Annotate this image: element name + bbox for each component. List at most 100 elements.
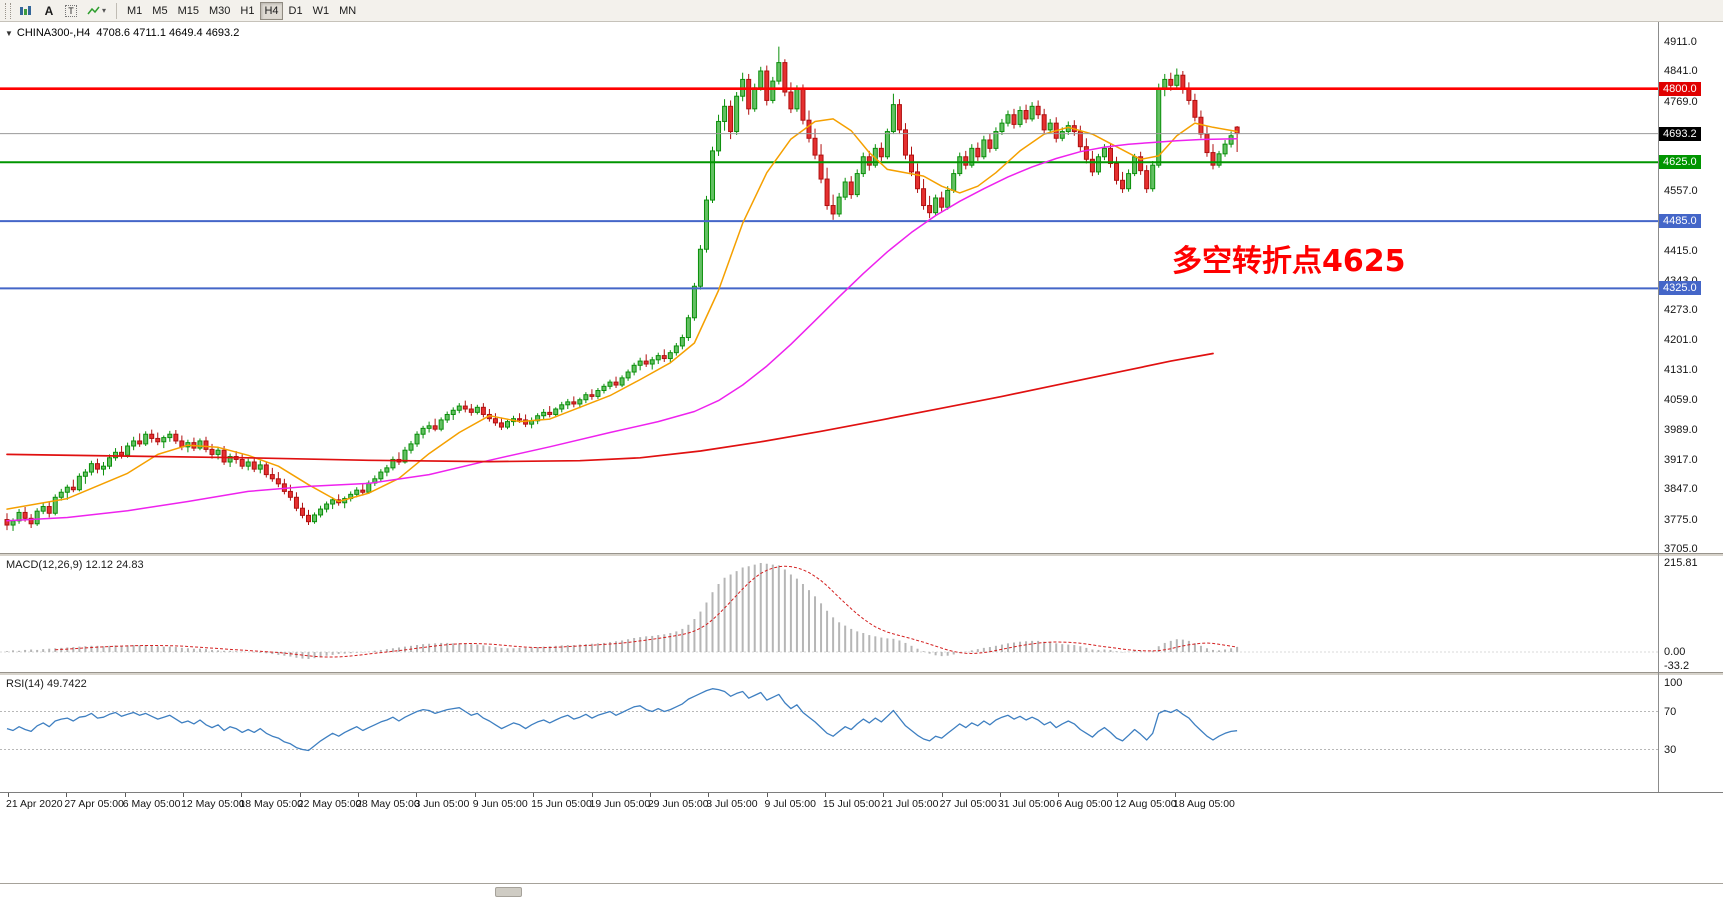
timeframe-h1[interactable]: H1	[240, 5, 255, 17]
ma-slow-red	[6, 352, 1214, 463]
candle	[716, 114, 722, 156]
timeframe-d1[interactable]: D1	[288, 5, 303, 17]
time-label: 12 Aug 05:00	[1114, 798, 1177, 810]
candle	[1174, 68, 1180, 89]
candle	[981, 135, 987, 160]
candle	[239, 454, 245, 470]
candle	[854, 169, 860, 198]
time-label: 29 Jun 05:00	[647, 798, 709, 810]
candle	[318, 505, 324, 518]
candle	[824, 167, 830, 210]
candle	[782, 59, 788, 97]
text-tool-button[interactable]: A	[39, 2, 59, 20]
candle	[710, 146, 716, 204]
candle	[722, 99, 728, 131]
macd-plot[interactable]	[0, 556, 1658, 672]
candle	[468, 403, 474, 416]
panel-splitter-macd[interactable]	[0, 553, 1723, 556]
macd-label: MACD(12,26,9) 12.12 24.83	[6, 559, 144, 571]
candle	[420, 425, 426, 439]
candle	[933, 194, 939, 216]
time-label: 18 Aug 05:00	[1173, 798, 1235, 810]
candle	[1041, 108, 1047, 135]
candle	[58, 488, 64, 501]
candle	[1192, 93, 1198, 122]
candle	[100, 461, 106, 476]
rsi-label: RSI(14) 49.7422	[6, 678, 87, 690]
price-scale[interactable]: 4911.04841.04769.04557.04415.04343.04273…	[1659, 22, 1723, 555]
time-tick	[474, 793, 476, 797]
status-grip	[495, 887, 522, 897]
candle	[655, 352, 661, 365]
price-label: 4557.0	[1664, 184, 1698, 197]
candle	[625, 369, 631, 381]
candle	[227, 453, 233, 468]
candle	[878, 142, 884, 161]
price-label: 4131.0	[1664, 363, 1698, 376]
candle	[842, 177, 848, 201]
macd-axis-label: 0.00	[1664, 646, 1686, 658]
candle	[939, 191, 945, 212]
timeframe-w1[interactable]: W1	[312, 5, 330, 17]
candle	[921, 179, 927, 210]
time-tick	[1175, 793, 1176, 797]
candle	[987, 134, 993, 153]
timeframe-m1[interactable]: M1	[127, 5, 143, 17]
candle	[1114, 156, 1120, 185]
macd-values: 12.12 24.83	[85, 559, 144, 571]
indicators-button[interactable]: ▾	[83, 2, 110, 20]
candle	[28, 514, 34, 528]
text-label-button[interactable]: T	[61, 2, 81, 20]
window-bottom-strip	[0, 883, 1723, 897]
candle	[619, 375, 625, 388]
price-badge-4693.2: 4693.2	[1659, 126, 1701, 141]
chart-annotation: 多空转折点4625	[1172, 244, 1406, 279]
candle	[1095, 153, 1101, 175]
candle	[1005, 110, 1011, 127]
candle	[137, 433, 143, 447]
candle	[776, 46, 782, 85]
candle	[324, 501, 330, 513]
candle	[746, 73, 752, 115]
candle	[770, 76, 776, 104]
time-tick	[416, 793, 418, 797]
panel-splitter-rsi[interactable]	[0, 672, 1723, 675]
candle	[848, 176, 854, 199]
candle	[1210, 144, 1216, 170]
candle	[830, 194, 836, 220]
time-tick	[766, 793, 768, 797]
candle	[565, 398, 571, 410]
macd-histogram	[6, 563, 1239, 660]
candle	[559, 401, 565, 413]
main-chart-plot[interactable]	[0, 22, 1658, 553]
timeframe-m15[interactable]: M15	[177, 5, 199, 17]
collapse-arrow-icon[interactable]: ▼	[5, 29, 13, 38]
time-axis[interactable]: 21 Apr 2020 27 Apr 05:00 6 May 05:00 12 May…	[0, 792, 1723, 812]
timeframe-m30[interactable]: M30	[208, 5, 231, 17]
candle	[547, 406, 553, 418]
candle	[589, 389, 595, 400]
time-label: 22 May 05:00	[297, 798, 362, 810]
timeframe-h4[interactable]: H4	[260, 2, 283, 20]
candle	[1204, 125, 1210, 157]
macd-scale[interactable]: 215.81 0.00 -33.2	[1659, 556, 1723, 672]
candle	[360, 482, 366, 496]
candle	[902, 123, 908, 160]
ohlc-values: 4708.6 4711.1 4649.4 4693.2	[96, 27, 240, 39]
rsi-scale[interactable]: 100 70 30	[1659, 675, 1723, 792]
rsi-axis-label: 30	[1664, 743, 1677, 756]
candle	[945, 186, 951, 210]
time-label: 18 May 05:00	[239, 798, 304, 810]
rsi-plot[interactable]	[0, 675, 1658, 792]
candle	[342, 496, 348, 509]
candle	[866, 150, 872, 171]
timeframe-m5[interactable]: M5	[152, 5, 168, 17]
candle	[173, 430, 179, 444]
price-label: 4841.0	[1664, 65, 1698, 78]
timeframe-mn[interactable]: MN	[339, 5, 357, 17]
price-badge-4485.0: 4485.0	[1659, 214, 1701, 229]
chart-type-button[interactable]	[15, 2, 37, 20]
candle	[251, 457, 257, 473]
toolbar-grip[interactable]	[5, 2, 11, 19]
candle	[414, 431, 420, 447]
